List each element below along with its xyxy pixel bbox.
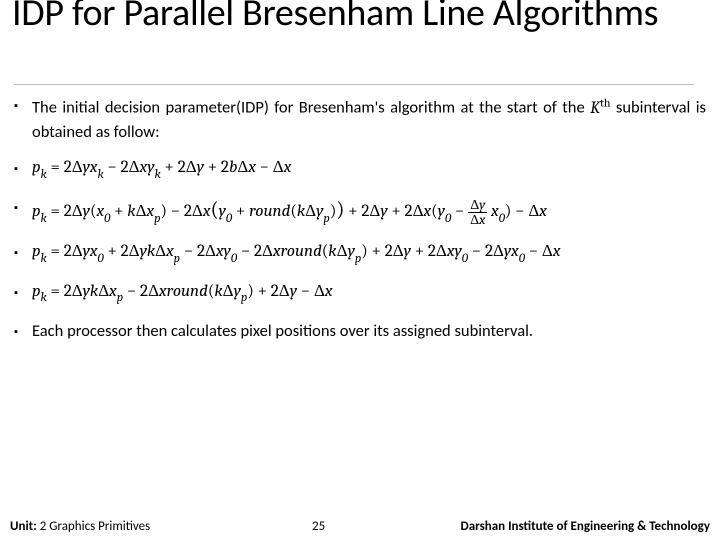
slide: IDP for Parallel Bresenham Line Algorith…: [0, 0, 720, 540]
intro-th: th: [600, 95, 610, 109]
bullet-eq2: ▪ pk = 2Δy(x0 + kΔxp) − 2Δx(y0 + round(k…: [14, 196, 706, 227]
footer-unit-text: 2 Graphics Primitives: [40, 519, 151, 534]
bullet-eq4: ▪ pk = 2ΔykΔxp − 2Δxround(kΔyp) + 2Δy − …: [14, 281, 706, 307]
bullet-eq1: ▪ pk = 2Δyxk − 2Δxyk + 2Δy + 2bΔx − Δx: [14, 157, 706, 183]
intro-k: K: [590, 99, 600, 118]
equation-2: pk = 2Δy(x0 + kΔxp) − 2Δx(y0 + round(kΔy…: [32, 196, 706, 227]
footer-page-number: 25: [312, 519, 325, 534]
bullet-marker: ▪: [14, 157, 32, 183]
title-underline: [14, 84, 694, 85]
intro-pre: The initial decision parameter(IDP) for …: [32, 98, 590, 118]
bullet-conclusion: ▪ Each processor then calculates pixel p…: [14, 320, 706, 342]
footer-unit: Unit: 2 Graphics Primitives: [10, 519, 150, 534]
bullet-marker: ▪: [14, 320, 32, 342]
bullet-intro: ▪ The initial decision parameter(IDP) fo…: [14, 94, 706, 143]
footer: Unit: 2 Graphics Primitives 25 Darshan I…: [0, 514, 720, 540]
footer-institute: Darshan Institute of Engineering & Techn…: [461, 519, 711, 534]
conclusion-text: Each processor then calculates pixel pos…: [32, 320, 706, 342]
bullet-marker: ▪: [14, 196, 32, 227]
bullet-marker: ▪: [14, 241, 32, 267]
bullet-eq3: ▪ pk = 2Δyx0 + 2ΔykΔxp − 2Δxy0 − 2Δxroun…: [14, 241, 706, 267]
equation-1: pk = 2Δyxk − 2Δxyk + 2Δy + 2bΔx − Δx: [32, 157, 706, 183]
equation-4: pk = 2ΔykΔxp − 2Δxround(kΔyp) + 2Δy − Δx: [32, 281, 706, 307]
equation-3: pk = 2Δyx0 + 2ΔykΔxp − 2Δxy0 − 2Δxround(…: [32, 241, 706, 267]
bullet-marker: ▪: [14, 281, 32, 307]
footer-unit-label: Unit:: [10, 519, 37, 534]
bullet-marker: ▪: [14, 94, 32, 143]
content-area: ▪ The initial decision parameter(IDP) fo…: [14, 94, 706, 357]
page-title: IDP for Parallel Bresenham Line Algorith…: [12, 0, 658, 34]
